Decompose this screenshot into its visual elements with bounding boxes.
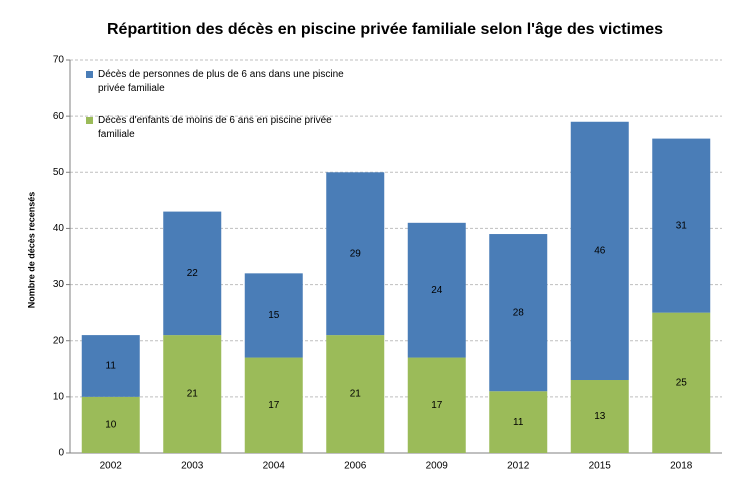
bar-segment	[407, 222, 466, 358]
y-tick-label: 20	[53, 335, 65, 346]
y-tick-label: 50	[53, 167, 65, 178]
bar-segment	[163, 335, 222, 453]
data-label: 29	[350, 248, 362, 259]
bar-segment	[407, 357, 466, 453]
bar-segment	[652, 312, 711, 453]
bar-segment	[163, 211, 222, 336]
legend-entry: Décès de personnes de plus de 6 ans dans…	[98, 69, 344, 94]
bar-segment	[489, 234, 548, 392]
data-label: 17	[268, 400, 280, 411]
bar-segment	[81, 396, 140, 453]
legend-swatch	[86, 117, 93, 124]
data-label: 31	[676, 220, 688, 231]
x-tick-label: 2002	[100, 461, 123, 472]
y-tick-label: 10	[53, 391, 65, 402]
x-tick-label: 2018	[670, 461, 693, 472]
y-axis-label: Nombre de décès recensés	[26, 192, 36, 309]
bar-segment	[244, 273, 303, 358]
x-tick-label: 2015	[589, 461, 612, 472]
data-label: 17	[431, 400, 443, 411]
bar-segment	[81, 335, 140, 397]
data-label: 11	[106, 361, 117, 372]
bar-segment	[652, 138, 711, 313]
data-label: 28	[513, 307, 525, 318]
y-tick-label: 60	[53, 111, 65, 122]
y-tick-label: 0	[58, 448, 64, 459]
x-tick-label: 2004	[263, 461, 286, 472]
bar-segment	[326, 172, 385, 336]
bar-segment	[570, 380, 629, 453]
x-tick-label: 2006	[344, 461, 367, 472]
chart-title: Répartition des décès en piscine privée …	[107, 21, 663, 38]
data-label: 21	[350, 389, 362, 400]
data-label: 10	[105, 420, 117, 431]
data-label: 24	[431, 285, 443, 296]
legend-entry: Décès d'enfants de moins de 6 ans en pis…	[98, 115, 332, 140]
bar-segment	[489, 391, 548, 453]
x-tick-label: 2009	[426, 461, 449, 472]
y-tick-label: 40	[53, 223, 65, 234]
y-tick-label: 30	[53, 279, 65, 290]
data-label: 15	[268, 310, 280, 321]
bar-segment	[570, 121, 629, 381]
data-label: 21	[187, 389, 199, 400]
data-label: 13	[594, 411, 606, 422]
legend-label: Décès de personnes de plus de 6 ans dans…	[98, 69, 344, 94]
y-tick-label: 70	[53, 55, 65, 66]
data-label: 46	[594, 246, 606, 257]
bar-segment	[244, 357, 303, 453]
x-tick-label: 2012	[507, 461, 530, 472]
data-label: 22	[187, 268, 199, 279]
bar-segment	[326, 335, 385, 453]
data-label: 11	[513, 417, 524, 428]
x-tick-label: 2003	[181, 461, 204, 472]
legend-label: Décès d'enfants de moins de 6 ans en pis…	[98, 115, 332, 140]
legend-swatch	[86, 71, 93, 78]
data-label: 25	[676, 377, 688, 388]
